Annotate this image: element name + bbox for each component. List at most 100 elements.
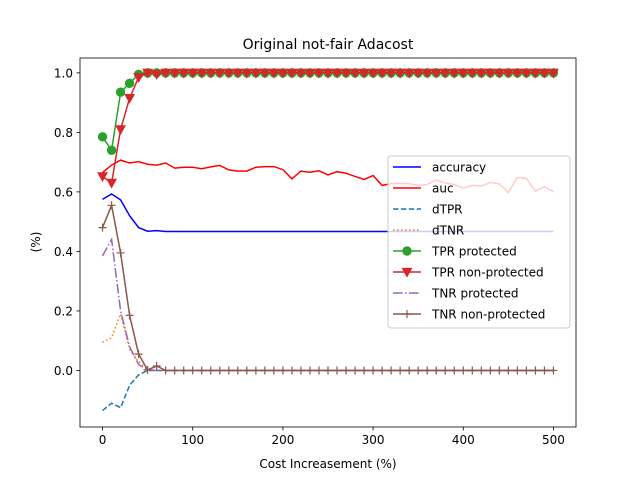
data-point	[251, 366, 260, 375]
data-point	[133, 73, 145, 83]
data-point	[340, 68, 352, 79]
data-point	[495, 366, 504, 375]
data-point	[97, 132, 108, 142]
data-point	[369, 366, 378, 375]
data-point	[513, 366, 522, 375]
data-point	[142, 68, 154, 79]
legend-marker	[401, 267, 413, 278]
data-point	[493, 68, 505, 79]
legend-label: dTPR	[432, 203, 463, 217]
data-point	[322, 68, 334, 79]
data-point	[432, 366, 441, 375]
legend-label: accuracy	[432, 161, 486, 175]
data-point	[242, 366, 251, 375]
data-point	[196, 68, 208, 79]
x-tick-label: 200	[271, 433, 294, 447]
data-point	[169, 68, 181, 79]
series-line	[101, 72, 554, 153]
data-point	[151, 70, 163, 80]
data-point	[448, 68, 460, 79]
data-point	[115, 87, 126, 97]
data-point	[188, 366, 197, 375]
data-point	[277, 68, 289, 79]
legend-label: dTNR	[432, 224, 464, 238]
data-point	[205, 68, 217, 79]
data-point	[187, 68, 199, 79]
data-point	[439, 68, 451, 79]
legend-box	[387, 155, 571, 329]
x-tick-label: 100	[181, 433, 204, 447]
x-tick-label: 400	[452, 433, 475, 447]
legend-label: TPR non-protected	[431, 266, 544, 280]
y-tick-label: 1.0	[54, 66, 73, 80]
data-point	[269, 366, 278, 375]
data-point	[333, 366, 342, 375]
series-line	[102, 369, 554, 412]
data-point	[287, 366, 296, 375]
legend-marker	[402, 246, 412, 256]
legend: accuracy auc dTPR dTNR TPR protected TPR non-…	[387, 155, 571, 329]
data-point	[214, 68, 226, 79]
data-point	[233, 366, 242, 375]
data-point	[511, 68, 523, 79]
data-point	[477, 366, 486, 375]
data-point	[295, 68, 307, 79]
data-point	[385, 68, 397, 79]
x-tick-label: 300	[362, 433, 385, 447]
data-point	[405, 366, 414, 375]
plot-area	[97, 68, 559, 412]
y-tick-label: 0.2	[54, 304, 73, 318]
data-point	[504, 366, 513, 375]
data-point	[475, 68, 487, 79]
data-point	[450, 366, 459, 375]
data-point	[540, 366, 549, 375]
data-point	[160, 68, 172, 79]
data-point	[360, 366, 369, 375]
data-point	[324, 366, 332, 375]
series-TPR-protected	[97, 68, 559, 155]
data-point	[125, 311, 134, 320]
data-point	[170, 366, 179, 375]
data-point	[304, 68, 316, 79]
legend-label: TNR non-protected	[431, 308, 545, 322]
data-point	[215, 366, 224, 375]
data-point	[538, 68, 550, 79]
data-point	[152, 361, 161, 370]
data-point	[331, 68, 343, 79]
data-point	[98, 223, 107, 232]
data-point	[484, 68, 496, 79]
data-point	[259, 68, 271, 79]
data-point	[124, 78, 135, 88]
data-point	[421, 68, 433, 79]
data-point	[502, 68, 514, 79]
y-tick-label: 0.6	[54, 185, 73, 199]
y-tick-label: 0.4	[54, 245, 73, 259]
data-point	[106, 145, 117, 155]
data-point	[224, 366, 233, 375]
data-point	[468, 366, 477, 375]
data-point	[197, 366, 206, 375]
series-dTPR	[102, 369, 554, 412]
data-point	[459, 366, 468, 375]
data-point	[548, 68, 559, 79]
data-point	[314, 366, 323, 375]
x-axis-label: Cost Increasement (%)	[259, 457, 396, 471]
legend-marker	[403, 310, 411, 318]
data-point	[206, 366, 215, 375]
data-point	[522, 366, 531, 375]
data-point	[349, 68, 361, 79]
legend-label: auc	[432, 182, 454, 196]
data-point	[97, 172, 108, 183]
data-point	[232, 68, 244, 79]
data-point	[387, 366, 396, 375]
data-point	[486, 366, 495, 375]
data-point	[179, 366, 188, 375]
data-point	[260, 366, 269, 375]
data-point	[441, 366, 450, 375]
data-point	[351, 366, 360, 375]
data-point	[423, 366, 432, 375]
data-point	[296, 366, 305, 375]
data-point	[241, 68, 253, 79]
